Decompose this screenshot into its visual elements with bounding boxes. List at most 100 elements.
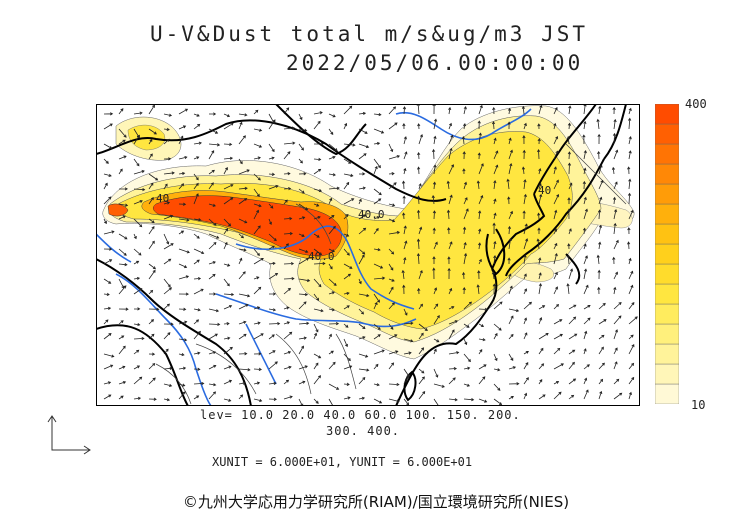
wind-arrow — [238, 158, 243, 165]
wind-arrow — [462, 287, 466, 295]
wind-arrow — [298, 188, 305, 194]
wind-arrow — [163, 322, 174, 326]
dust-map: 40.0 40.0 40 40 — [96, 104, 640, 406]
wind-arrow — [553, 194, 560, 205]
wind-arrow — [402, 106, 407, 115]
wind-arrow — [253, 203, 262, 208]
contour-label: 40 — [156, 192, 169, 205]
wind-arrow — [538, 104, 543, 115]
wind-arrow — [523, 362, 529, 370]
wind-arrow — [223, 263, 231, 267]
wind-arrow — [373, 141, 381, 146]
wind-arrow — [523, 317, 528, 325]
wind-arrow — [523, 122, 527, 130]
wind-arrow — [613, 149, 619, 160]
wind-arrow — [343, 181, 350, 190]
wind-arrow — [537, 138, 541, 145]
wind-arrow — [178, 230, 185, 235]
wind-arrow — [432, 148, 436, 160]
wind-arrow — [238, 233, 244, 239]
wind-arrow — [283, 306, 290, 310]
wind-arrow — [613, 329, 618, 340]
colorbar-segment — [655, 243, 679, 265]
wind-arrow — [178, 292, 190, 296]
wind-arrow — [208, 182, 214, 190]
wind-arrow — [567, 162, 572, 175]
wind-arrow — [193, 113, 200, 117]
wind-arrow — [358, 128, 368, 134]
wind-arrow — [163, 233, 170, 245]
wind-arrow — [358, 248, 366, 255]
wind-arrow — [628, 344, 635, 355]
wind-arrow — [403, 398, 410, 406]
wind-arrow — [538, 272, 542, 280]
wind-arrow — [283, 276, 295, 281]
wind-arrow — [613, 286, 617, 295]
wind-arrow — [328, 278, 337, 286]
wind-arrow — [613, 347, 618, 355]
wind-arrow — [417, 123, 421, 130]
wind-arrow — [613, 239, 619, 250]
wind-arrow — [628, 257, 632, 265]
wind-arrow — [133, 349, 140, 355]
wind-arrow — [163, 383, 173, 387]
wind-arrow — [148, 263, 157, 270]
wind-arrow — [253, 248, 260, 256]
wind-arrow — [358, 278, 362, 285]
wind-arrow — [493, 240, 497, 250]
wind-arrow — [373, 323, 381, 330]
wind-arrow — [223, 122, 234, 130]
contour-levels-line2: 300. 400. — [326, 424, 401, 438]
wind-arrow — [298, 216, 306, 220]
wind-arrow — [493, 368, 501, 372]
wind-arrow — [118, 108, 124, 115]
wind-arrow — [401, 180, 406, 190]
wind-arrow — [463, 181, 468, 190]
wind-arrow — [553, 150, 559, 160]
wind-arrow — [568, 304, 577, 310]
wind-arrow — [298, 128, 308, 132]
contour-label: 40.0 — [308, 250, 335, 263]
wind-arrow — [223, 305, 233, 310]
wind-arrow — [627, 117, 632, 130]
wind-arrow — [416, 209, 421, 220]
wind-arrow — [536, 238, 540, 250]
wind-arrow — [133, 218, 143, 228]
wind-arrow — [567, 208, 571, 220]
wind-arrow — [628, 391, 632, 400]
wind-arrow — [537, 123, 541, 130]
wind-arrow — [478, 364, 487, 370]
wind-arrow — [103, 230, 115, 235]
dust-plume — [102, 105, 635, 360]
wind-arrow — [358, 186, 366, 190]
wind-arrow — [178, 218, 190, 222]
colorbar-segment — [655, 143, 679, 165]
wind-arrow — [523, 193, 527, 205]
wind-arrow — [463, 241, 467, 250]
wind-arrow — [388, 302, 395, 310]
wind-arrow — [208, 261, 216, 265]
wind-arrow — [612, 196, 617, 205]
wind-arrow — [268, 245, 275, 250]
wind-arrow — [402, 123, 406, 130]
wind-arrow — [433, 303, 439, 310]
wind-arrow — [507, 257, 511, 265]
wind-arrow — [373, 349, 385, 355]
wind-arrow — [163, 243, 174, 250]
wind-arrow — [538, 379, 543, 385]
wind-arrow — [298, 336, 307, 340]
wind-arrow — [313, 120, 321, 130]
colorbar-segment — [655, 223, 679, 245]
wind-arrow — [328, 350, 334, 355]
wind-arrow — [343, 353, 351, 362]
colorbar-segment — [655, 203, 679, 225]
wind-arrow — [493, 332, 498, 340]
wind-arrow — [388, 248, 395, 255]
wind-arrow — [133, 307, 141, 311]
wind-arrow — [613, 301, 622, 310]
wind-arrow — [103, 306, 112, 311]
wind-arrow — [446, 180, 450, 190]
wind-arrow — [343, 173, 354, 178]
wind-arrow — [133, 260, 140, 265]
wind-arrow — [388, 143, 394, 153]
